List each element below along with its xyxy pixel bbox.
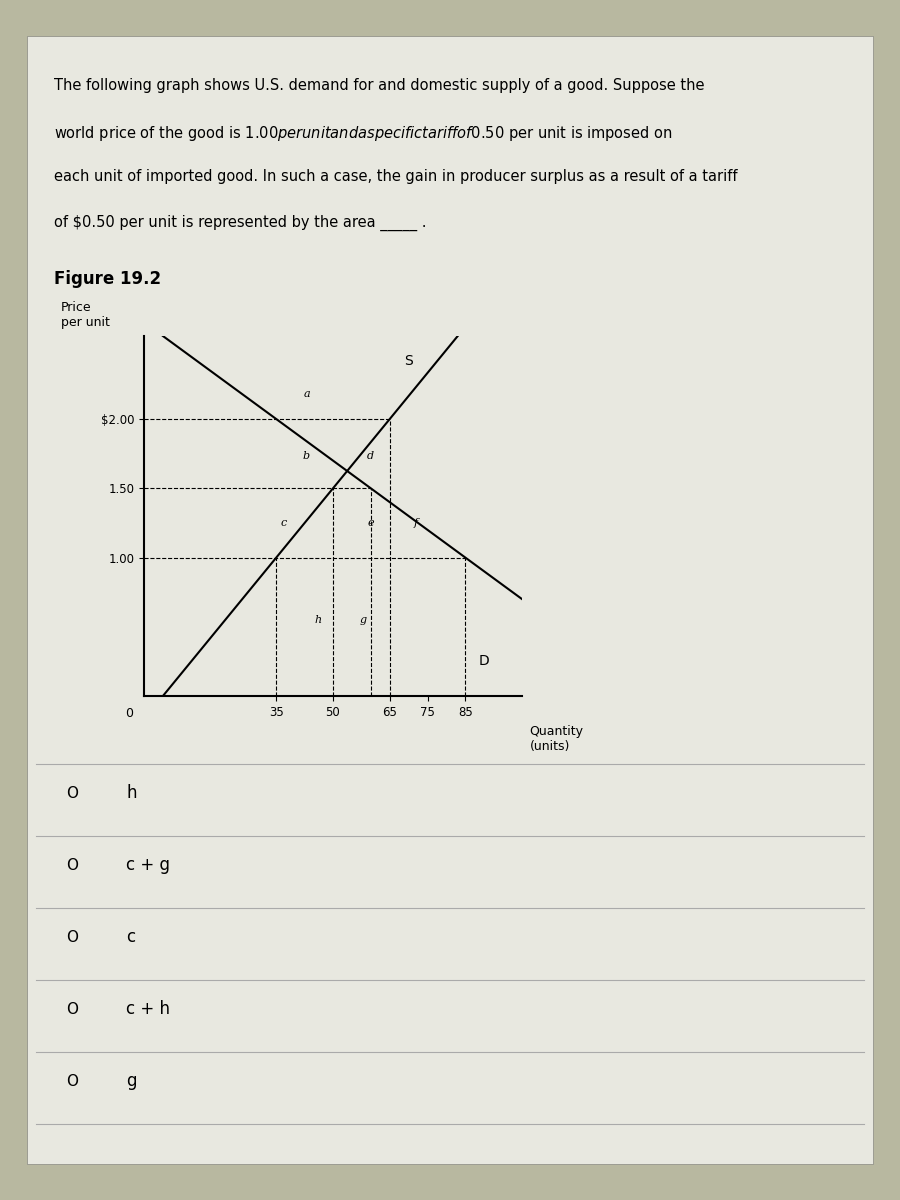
Text: h: h	[314, 614, 321, 625]
Text: The following graph shows U.S. demand for and domestic supply of a good. Suppose: The following graph shows U.S. demand fo…	[54, 78, 705, 92]
Text: a: a	[303, 389, 310, 400]
Text: d: d	[367, 451, 374, 462]
Text: O: O	[66, 1002, 78, 1016]
Text: c + g: c + g	[126, 857, 170, 874]
Text: c: c	[281, 518, 287, 528]
Text: f: f	[414, 518, 418, 528]
Text: Quantity
(units): Quantity (units)	[529, 725, 583, 752]
Text: e: e	[367, 518, 374, 528]
Text: O: O	[66, 930, 78, 944]
Text: O: O	[66, 858, 78, 872]
Text: c + h: c + h	[126, 1001, 170, 1018]
Text: each unit of imported good. In such a case, the gain in producer surplus as a re: each unit of imported good. In such a ca…	[54, 169, 737, 184]
Text: O: O	[66, 786, 78, 800]
Text: Price
per unit: Price per unit	[61, 301, 110, 329]
Text: b: b	[303, 451, 310, 462]
Text: D: D	[479, 654, 490, 668]
Text: of $0.50 per unit is represented by the area _____ .: of $0.50 per unit is represented by the …	[54, 215, 427, 232]
Text: Figure 19.2: Figure 19.2	[54, 270, 161, 288]
Text: O: O	[66, 1074, 78, 1088]
Text: g: g	[360, 614, 367, 625]
Text: g: g	[126, 1073, 137, 1090]
Text: 0: 0	[125, 707, 132, 720]
Text: h: h	[126, 785, 137, 802]
FancyBboxPatch shape	[27, 36, 873, 1164]
Text: c: c	[126, 929, 135, 946]
Text: S: S	[404, 354, 413, 368]
Text: world price of the good is $1.00 per unit and a specific tariff of $0.50 per uni: world price of the good is $1.00 per uni…	[54, 124, 672, 143]
